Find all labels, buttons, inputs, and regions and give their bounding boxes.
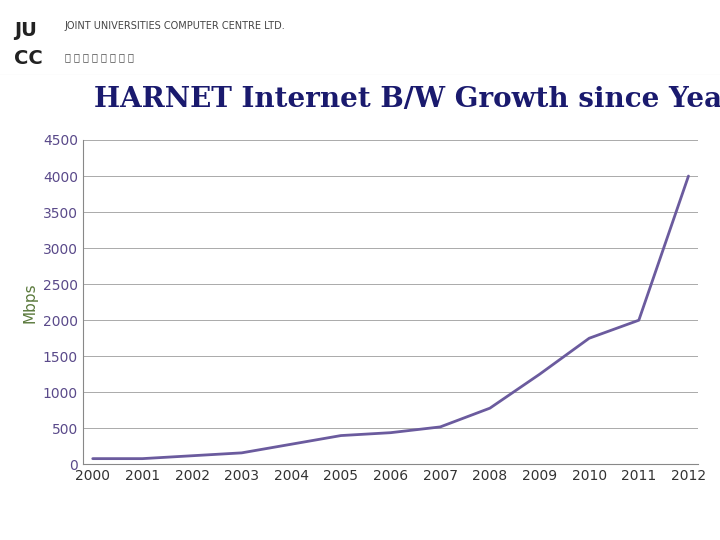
Text: CC: CC [14, 49, 43, 68]
Text: JU: JU [14, 21, 37, 40]
Text: HARNET Internet B/W Growth since Year 2000: HARNET Internet B/W Growth since Year 20… [94, 86, 720, 113]
Text: JOINT UNIVERSITIES COMPUTER CENTRE LTD.: JOINT UNIVERSITIES COMPUTER CENTRE LTD. [65, 21, 286, 31]
Text: 大 學 聯 合 電 腦 中 心: 大 學 聯 合 電 腦 中 心 [65, 52, 134, 63]
Y-axis label: Mbps: Mbps [22, 282, 37, 322]
